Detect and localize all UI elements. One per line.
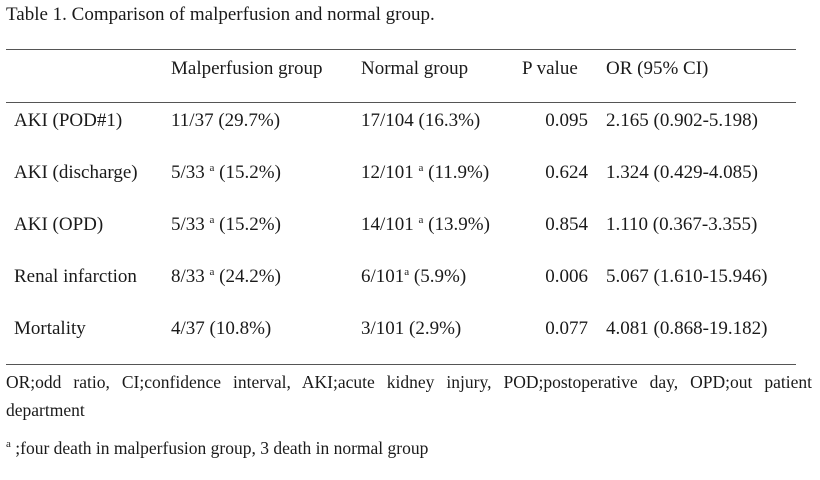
row-label: AKI (discharge): [14, 162, 138, 183]
footnote-marker: a: [6, 438, 11, 450]
malperfusion-cell: 5/33 a (15.2%): [171, 214, 281, 235]
or-ci-cell: 1.110 (0.367-3.355): [606, 214, 758, 235]
row-label: AKI (OPD): [14, 214, 104, 235]
header-malperfusion: Malperfusion group: [171, 58, 323, 79]
header-normal: Normal group: [361, 58, 469, 79]
row-label: Mortality: [14, 318, 86, 339]
or-ci-cell: 2.165 (0.902-5.198): [606, 110, 758, 131]
table-row: Mortality 4/37 (10.8%) 3/101 (2.9%) 0.07…: [0, 318, 820, 348]
top-rule: [6, 49, 796, 50]
table-row: Renal infarction 8/33 a (24.2%) 6/101a (…: [0, 266, 820, 296]
malperfusion-cell: 4/37 (10.8%): [171, 318, 272, 339]
or-ci-cell: 4.081 (0.868-19.182): [606, 318, 768, 339]
header-or-ci: OR (95% CI): [606, 58, 709, 79]
bottom-rule: [6, 364, 796, 365]
row-label: AKI (POD#1): [14, 110, 123, 131]
normal-cell: 12/101 a (11.9%): [361, 162, 490, 183]
table-caption: Table 1. Comparison of malperfusion and …: [6, 4, 435, 25]
abbreviations-footnote: OR;odd ratio, CI;confidence interval, AK…: [6, 372, 812, 420]
malperfusion-cell: 8/33 a (24.2%): [171, 266, 281, 287]
header-p-value: P value: [522, 58, 578, 79]
p-value-cell: 0.077: [545, 318, 588, 339]
row-label: Renal infarction: [14, 266, 137, 287]
malperfusion-cell: 5/33 a (15.2%): [171, 162, 281, 183]
p-value-cell: 0.854: [545, 214, 588, 235]
footnote-text: ;four death in malperfusion group, 3 dea…: [10, 438, 429, 458]
normal-cell: 3/101 (2.9%): [361, 318, 462, 339]
normal-cell: 14/101 a (13.9%): [361, 214, 490, 235]
p-value-cell: 0.006: [545, 266, 588, 287]
p-value-cell: 0.095: [545, 110, 588, 131]
table-row: AKI (POD#1) 11/37 (29.7%) 17/104 (16.3%)…: [0, 110, 820, 140]
normal-cell: 6/101a (5.9%): [361, 266, 467, 287]
table-row: AKI (discharge) 5/33 a (15.2%) 12/101 a …: [0, 162, 820, 192]
or-ci-cell: 5.067 (1.610-15.946): [606, 266, 768, 287]
header-rule: [6, 102, 796, 103]
p-value-cell: 0.624: [545, 162, 588, 183]
malperfusion-cell: 11/37 (29.7%): [171, 110, 281, 131]
table-row: AKI (OPD) 5/33 a (15.2%) 14/101 a (13.9%…: [0, 214, 820, 244]
or-ci-cell: 1.324 (0.429-4.085): [606, 162, 758, 183]
superscript-footnote: a ;four death in malperfusion group, 3 d…: [6, 438, 428, 459]
normal-cell: 17/104 (16.3%): [361, 110, 481, 131]
